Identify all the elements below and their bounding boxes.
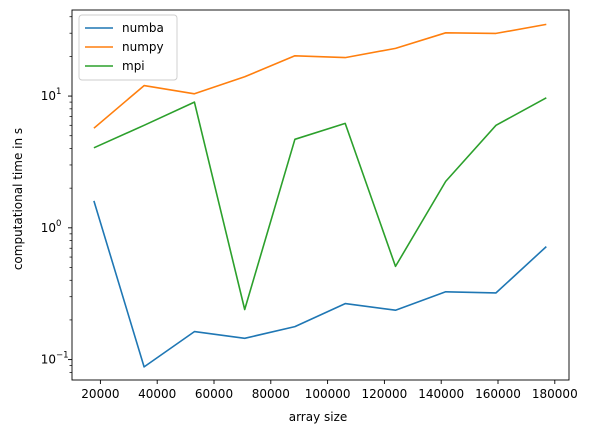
legend: numba numpy mpi (78, 14, 178, 81)
y-tick-label: 10 (41, 353, 56, 367)
x-tick-label: 100000 (305, 387, 351, 401)
y-tick-label: 10 (41, 221, 56, 235)
y-tick-exponent: 1 (56, 87, 61, 97)
series-line-mpi (93, 97, 547, 311)
y-tick-exponent: 0 (56, 219, 61, 229)
x-tick-label: 40000 (138, 387, 176, 401)
x-tick-label: 20000 (81, 387, 119, 401)
series-layer (93, 23, 547, 368)
x-tick-label: 120000 (361, 387, 407, 401)
x-axis: 20000 40000 60000 80000 100000 120000 140000 16… (81, 380, 578, 401)
legend-label-numpy: numpy (122, 40, 164, 54)
x-tick-label: 180000 (532, 387, 578, 401)
y-tick-label: 10 (41, 89, 56, 103)
legend-box (78, 14, 178, 81)
y-axis-label: computational time in s (11, 128, 25, 270)
x-tick-label: 160000 (475, 387, 521, 401)
legend-label-numba: numba (122, 21, 164, 35)
y-tick-exponent: −1 (56, 351, 69, 361)
legend-label-mpi: mpi (122, 59, 145, 73)
series-line-numpy (93, 23, 547, 129)
x-tick-label: 60000 (195, 387, 233, 401)
x-tick-label: 80000 (252, 387, 290, 401)
x-tick-label: 140000 (418, 387, 464, 401)
series-line-numba (93, 200, 547, 368)
x-axis-label: array size (289, 410, 348, 424)
